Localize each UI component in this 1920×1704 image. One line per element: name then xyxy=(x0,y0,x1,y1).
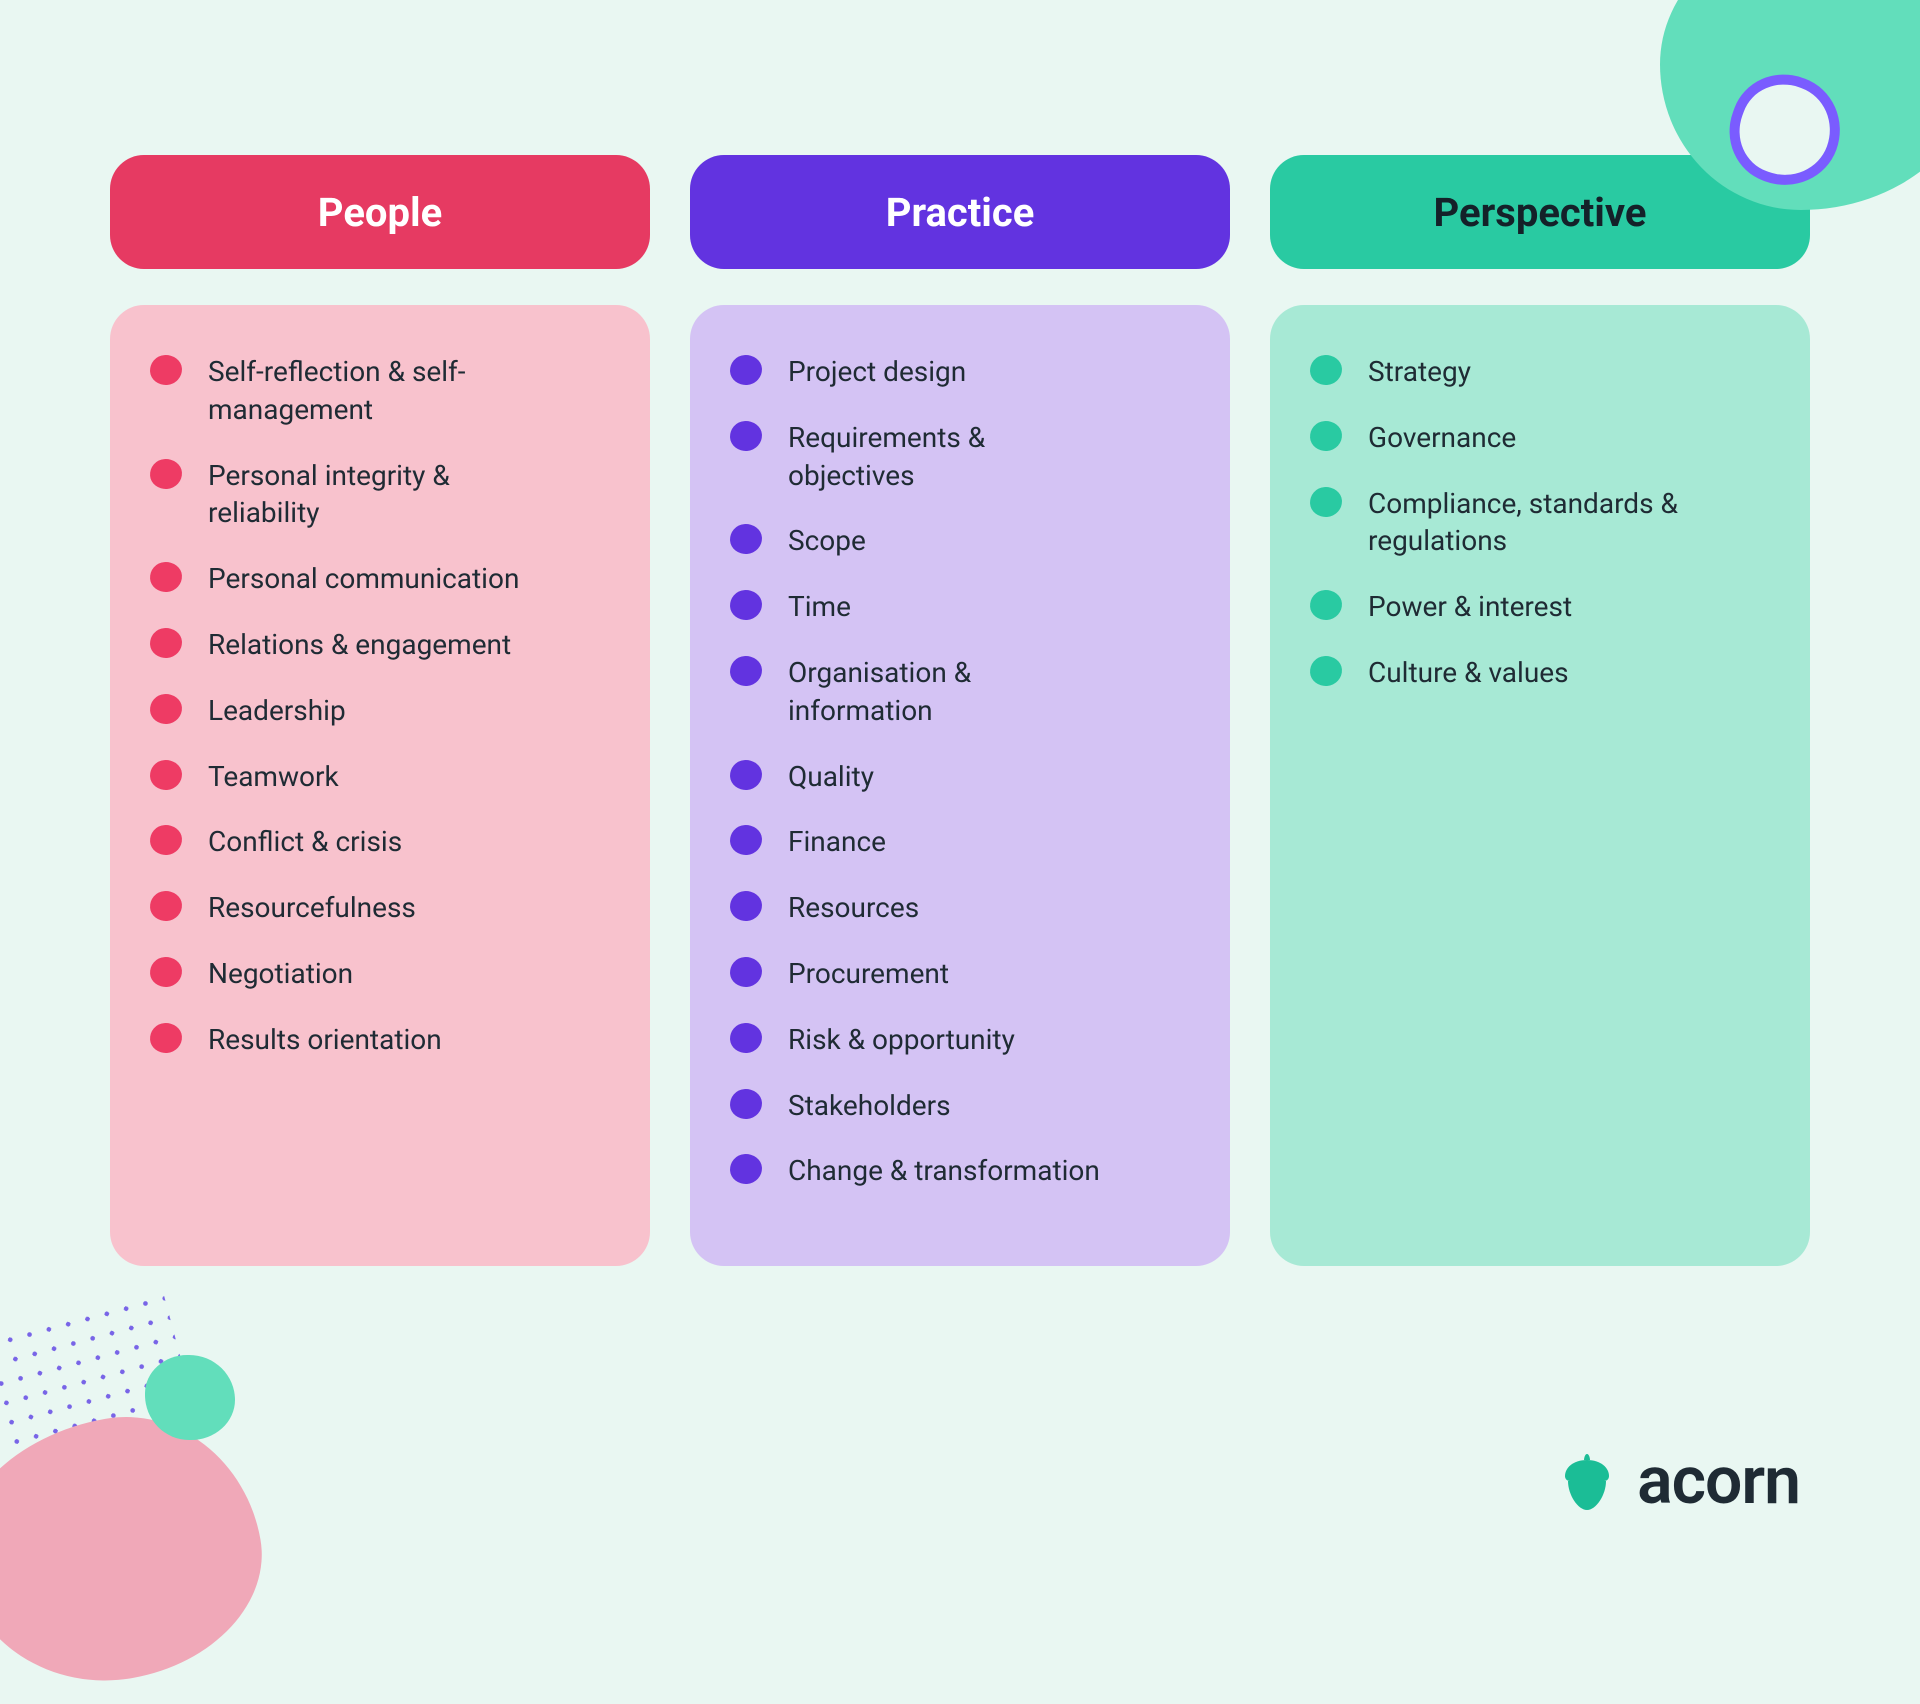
column-body: Self-reflection & self-management Persona… xyxy=(110,305,650,1266)
bullet-icon xyxy=(149,956,183,988)
bullet-icon xyxy=(149,1022,183,1054)
item-label: Governance xyxy=(1368,419,1516,457)
item-label: Self-reflection & self-management xyxy=(208,353,538,429)
bullet-icon xyxy=(729,655,763,687)
bullet-icon xyxy=(729,354,763,386)
list-item: Stakeholders xyxy=(730,1087,1190,1125)
item-label: Project design xyxy=(788,353,966,391)
column-body: Project design Requirements & objectives S… xyxy=(690,305,1230,1266)
decoration-top-right xyxy=(1660,0,1920,210)
bullet-icon xyxy=(149,758,183,790)
item-label: Compliance, standards & regulations xyxy=(1368,485,1698,561)
list-item: Procurement xyxy=(730,955,1190,993)
bullet-icon xyxy=(149,458,183,490)
list-item: Personal integrity & reliability xyxy=(150,457,610,533)
columns-container: People Self-reflection & self-management P… xyxy=(0,0,1920,1266)
brand-logo: acorn xyxy=(1555,1443,1800,1520)
list-item: Organisation & information xyxy=(730,654,1190,730)
blob-green-small xyxy=(145,1355,235,1440)
item-label: Culture & values xyxy=(1368,654,1569,692)
list-item: Relations & engagement xyxy=(150,626,610,664)
item-label: Quality xyxy=(788,758,874,796)
list-item: Self-reflection & self-management xyxy=(150,353,610,429)
list-item: Compliance, standards & regulations xyxy=(1310,485,1770,561)
item-label: Risk & opportunity xyxy=(788,1021,1015,1059)
item-label: Relations & engagement xyxy=(208,626,511,664)
bullet-icon xyxy=(1309,589,1343,621)
list-item: Scope xyxy=(730,522,1190,560)
item-label: Organisation & information xyxy=(788,654,1118,730)
item-label: Change & transformation xyxy=(788,1152,1100,1190)
bullet-icon xyxy=(729,824,763,856)
column-perspective: PerspectiveStrategyGovernanceCompliance,… xyxy=(1270,155,1810,1266)
list-item: Requirements & objectives xyxy=(730,419,1190,495)
bullet-icon xyxy=(729,890,763,922)
brand-logo-text: acorn xyxy=(1637,1443,1800,1520)
bullet-icon xyxy=(729,758,763,790)
item-label: Time xyxy=(788,588,851,626)
item-label: Stakeholders xyxy=(788,1087,951,1125)
bullet-icon xyxy=(1309,486,1343,518)
bullet-icon xyxy=(729,420,763,452)
list-item: Project design xyxy=(730,353,1190,391)
bullet-icon xyxy=(1309,655,1343,687)
bullet-icon xyxy=(729,523,763,555)
list-item: Power & interest xyxy=(1310,588,1770,626)
item-label: Leadership xyxy=(208,692,346,730)
list-item: Teamwork xyxy=(150,758,610,796)
bullet-icon xyxy=(149,824,183,856)
column-people: People Self-reflection & self-management P… xyxy=(110,155,650,1266)
bullet-icon xyxy=(149,561,183,593)
bullet-icon xyxy=(149,890,183,922)
item-label: Power & interest xyxy=(1368,588,1572,626)
item-label: Strategy xyxy=(1368,353,1471,391)
item-label: Finance xyxy=(788,823,886,861)
bullet-icon xyxy=(729,1153,763,1185)
bullet-icon xyxy=(149,627,183,659)
list-item: Finance xyxy=(730,823,1190,861)
item-label: Procurement xyxy=(788,955,949,993)
list-item: Quality xyxy=(730,758,1190,796)
list-item: Conflict & crisis xyxy=(150,823,610,861)
bullet-icon xyxy=(149,693,183,725)
list-item: Resourcefulness xyxy=(150,889,610,927)
list-item: Change & transformation xyxy=(730,1152,1190,1190)
list-item: Resources xyxy=(730,889,1190,927)
list-item: Leadership xyxy=(150,692,610,730)
item-label: Requirements & objectives xyxy=(788,419,1118,495)
item-label: Personal communication xyxy=(208,560,519,598)
item-label: Conflict & crisis xyxy=(208,823,402,861)
item-label: Resourcefulness xyxy=(208,889,416,927)
bullet-icon xyxy=(1309,420,1343,452)
column-practice: Practice Project design Requirements & obj… xyxy=(690,155,1230,1266)
blob-pink xyxy=(0,1396,280,1704)
bullet-icon xyxy=(729,1022,763,1054)
decoration-bottom-left xyxy=(0,1300,380,1660)
column-body: Strategy Governance Compliance, standards … xyxy=(1270,305,1810,1266)
list-item: Culture & values xyxy=(1310,654,1770,692)
list-item: Results orientation xyxy=(150,1021,610,1059)
bullet-icon xyxy=(1309,354,1343,386)
item-label: Results orientation xyxy=(208,1021,442,1059)
column-header: People xyxy=(110,155,650,269)
column-header: Practice xyxy=(690,155,1230,269)
bullet-icon xyxy=(729,589,763,621)
list-item: Time xyxy=(730,588,1190,626)
bullet-icon xyxy=(729,956,763,988)
item-label: Scope xyxy=(788,522,866,560)
list-item: Risk & opportunity xyxy=(730,1021,1190,1059)
acorn-icon xyxy=(1555,1450,1619,1514)
list-item: Governance xyxy=(1310,419,1770,457)
list-item: Personal communication xyxy=(150,560,610,598)
bullet-icon xyxy=(729,1087,763,1119)
bullet-icon xyxy=(149,354,183,386)
list-item: Strategy xyxy=(1310,353,1770,391)
item-label: Resources xyxy=(788,889,919,927)
item-label: Teamwork xyxy=(208,758,339,796)
item-label: Negotiation xyxy=(208,955,353,993)
item-label: Personal integrity & reliability xyxy=(208,457,538,533)
list-item: Negotiation xyxy=(150,955,610,993)
